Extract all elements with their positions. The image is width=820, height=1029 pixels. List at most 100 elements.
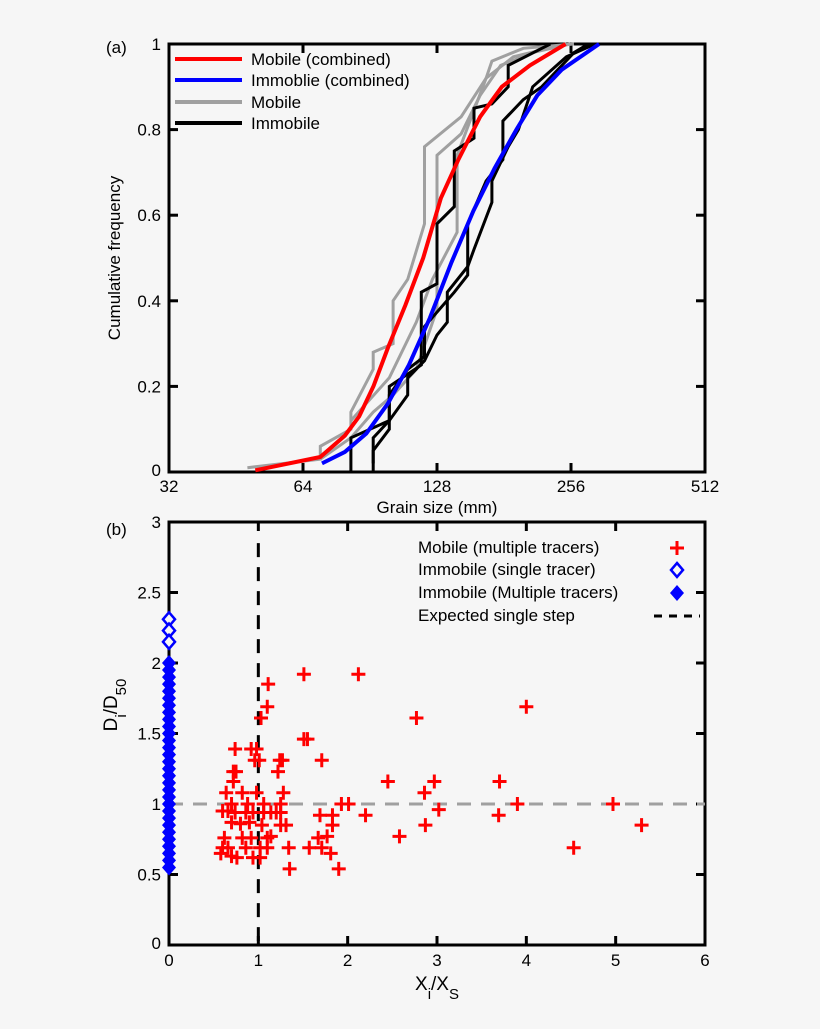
y-axis-label-part: 50 — [113, 679, 130, 696]
x-tick-label: 0 — [164, 951, 173, 970]
data-point — [331, 861, 346, 876]
x-tick-label: 32 — [160, 477, 179, 496]
legend-label: Mobile (multiple tracers) — [418, 538, 599, 557]
data-point — [409, 710, 424, 725]
x-axis-label: Xi/XS — [415, 974, 459, 1003]
data-point — [254, 710, 269, 725]
x-tick-label: 64 — [294, 477, 313, 496]
data-point — [418, 818, 433, 833]
data-point — [220, 840, 235, 855]
data-point — [427, 774, 442, 789]
data-point — [380, 774, 395, 789]
data-point — [229, 764, 243, 779]
y-tick-label: 0.4 — [137, 292, 161, 311]
legend-label: Mobile (combined) — [251, 50, 391, 69]
data-point — [217, 830, 232, 845]
legend-label: Immoblie (combined) — [251, 71, 410, 90]
y-axis-label: Cumulative frequency — [105, 175, 124, 340]
legend-label: Immobile (Multiple tracers) — [418, 583, 618, 602]
data-point — [261, 677, 276, 692]
data-point — [634, 818, 649, 833]
data-point — [492, 774, 507, 789]
data-point — [314, 753, 329, 768]
data-point — [228, 742, 243, 757]
x-axis-label-part: i — [428, 986, 431, 1003]
data-point — [320, 829, 335, 844]
x-tick-label: 512 — [691, 477, 719, 496]
series-mobile-multiple-tracers — [213, 667, 649, 876]
series-line-immoblie-combined — [321, 42, 601, 466]
y-tick-label: 1 — [152, 35, 161, 54]
legend-label: Mobile — [251, 93, 301, 112]
data-point — [162, 859, 176, 876]
data-point — [358, 808, 373, 823]
data-point — [249, 785, 264, 800]
x-tick-label: 6 — [700, 951, 709, 970]
y-tick-label: 1.5 — [137, 725, 161, 744]
series-line-sample-4 — [349, 42, 567, 422]
x-tick-label: 256 — [557, 477, 585, 496]
data-point — [312, 808, 327, 823]
data-point — [260, 840, 275, 855]
series-line-mobile-combined — [254, 42, 567, 473]
data-point — [275, 753, 290, 768]
data-point — [300, 732, 315, 747]
y-tick-label: 0 — [152, 461, 161, 480]
legend-marker — [669, 561, 685, 579]
x-tick-label: 5 — [611, 951, 620, 970]
panel-label-a: (a) — [106, 38, 127, 57]
y-axis-label-part: /D — [101, 695, 122, 714]
y-axis-label-part: D — [101, 718, 122, 732]
data-point — [224, 797, 239, 811]
legend-label: Expected single step — [418, 606, 575, 625]
x-tick-label: 128 — [423, 477, 451, 496]
data-point — [417, 785, 432, 800]
data-point — [510, 797, 525, 811]
data-point — [213, 846, 228, 861]
x-tick-label: 4 — [522, 951, 531, 970]
data-point — [281, 840, 296, 855]
data-point — [253, 850, 268, 865]
data-point — [392, 829, 407, 844]
x-axis-label-part: /X — [431, 974, 449, 995]
data-point — [325, 818, 340, 833]
y-tick-label: 0.6 — [137, 206, 161, 225]
y-axis-label: Di/D50 — [101, 679, 130, 732]
data-point — [161, 632, 177, 651]
data-point — [566, 840, 581, 855]
legend-marker — [670, 541, 684, 555]
data-point — [276, 785, 291, 800]
y-tick-label: 2 — [152, 654, 161, 673]
legend-label: Immobile — [251, 114, 320, 133]
data-point — [260, 699, 275, 714]
y-axis-label-part: i — [113, 714, 130, 717]
data-point — [491, 808, 506, 823]
panel-b: 0 1 2 3 4 5 6 0 0.5 1 1.5 2 2.5 3 (b) Xi/XS Di/D50 Mobile… — [101, 513, 710, 1003]
data-point — [314, 840, 329, 855]
y-tick-label: 0.8 — [137, 121, 161, 140]
x-tick-label: 2 — [343, 951, 352, 970]
series-immobile-multiple-tracers — [162, 655, 176, 876]
x-tick-label: 1 — [254, 951, 263, 970]
x-axis-label: Grain size (mm) — [377, 498, 498, 517]
data-point — [279, 818, 294, 833]
data-point — [282, 861, 297, 876]
data-point — [605, 797, 620, 811]
data-point — [302, 840, 317, 855]
x-tick-label: 3 — [432, 951, 441, 970]
data-point — [254, 818, 269, 833]
y-tick-label: 0.2 — [137, 377, 161, 396]
series-line-mobile — [247, 42, 575, 470]
data-point — [270, 764, 285, 779]
data-point — [249, 742, 264, 757]
data-point — [235, 785, 250, 800]
series-immobile-single-tracer — [161, 610, 177, 651]
y-tick-label: 3 — [152, 513, 161, 532]
data-point — [229, 850, 244, 865]
series-line-immobile — [349, 42, 551, 472]
data-point — [431, 802, 446, 817]
data-point — [323, 846, 338, 861]
data-point — [226, 774, 241, 789]
